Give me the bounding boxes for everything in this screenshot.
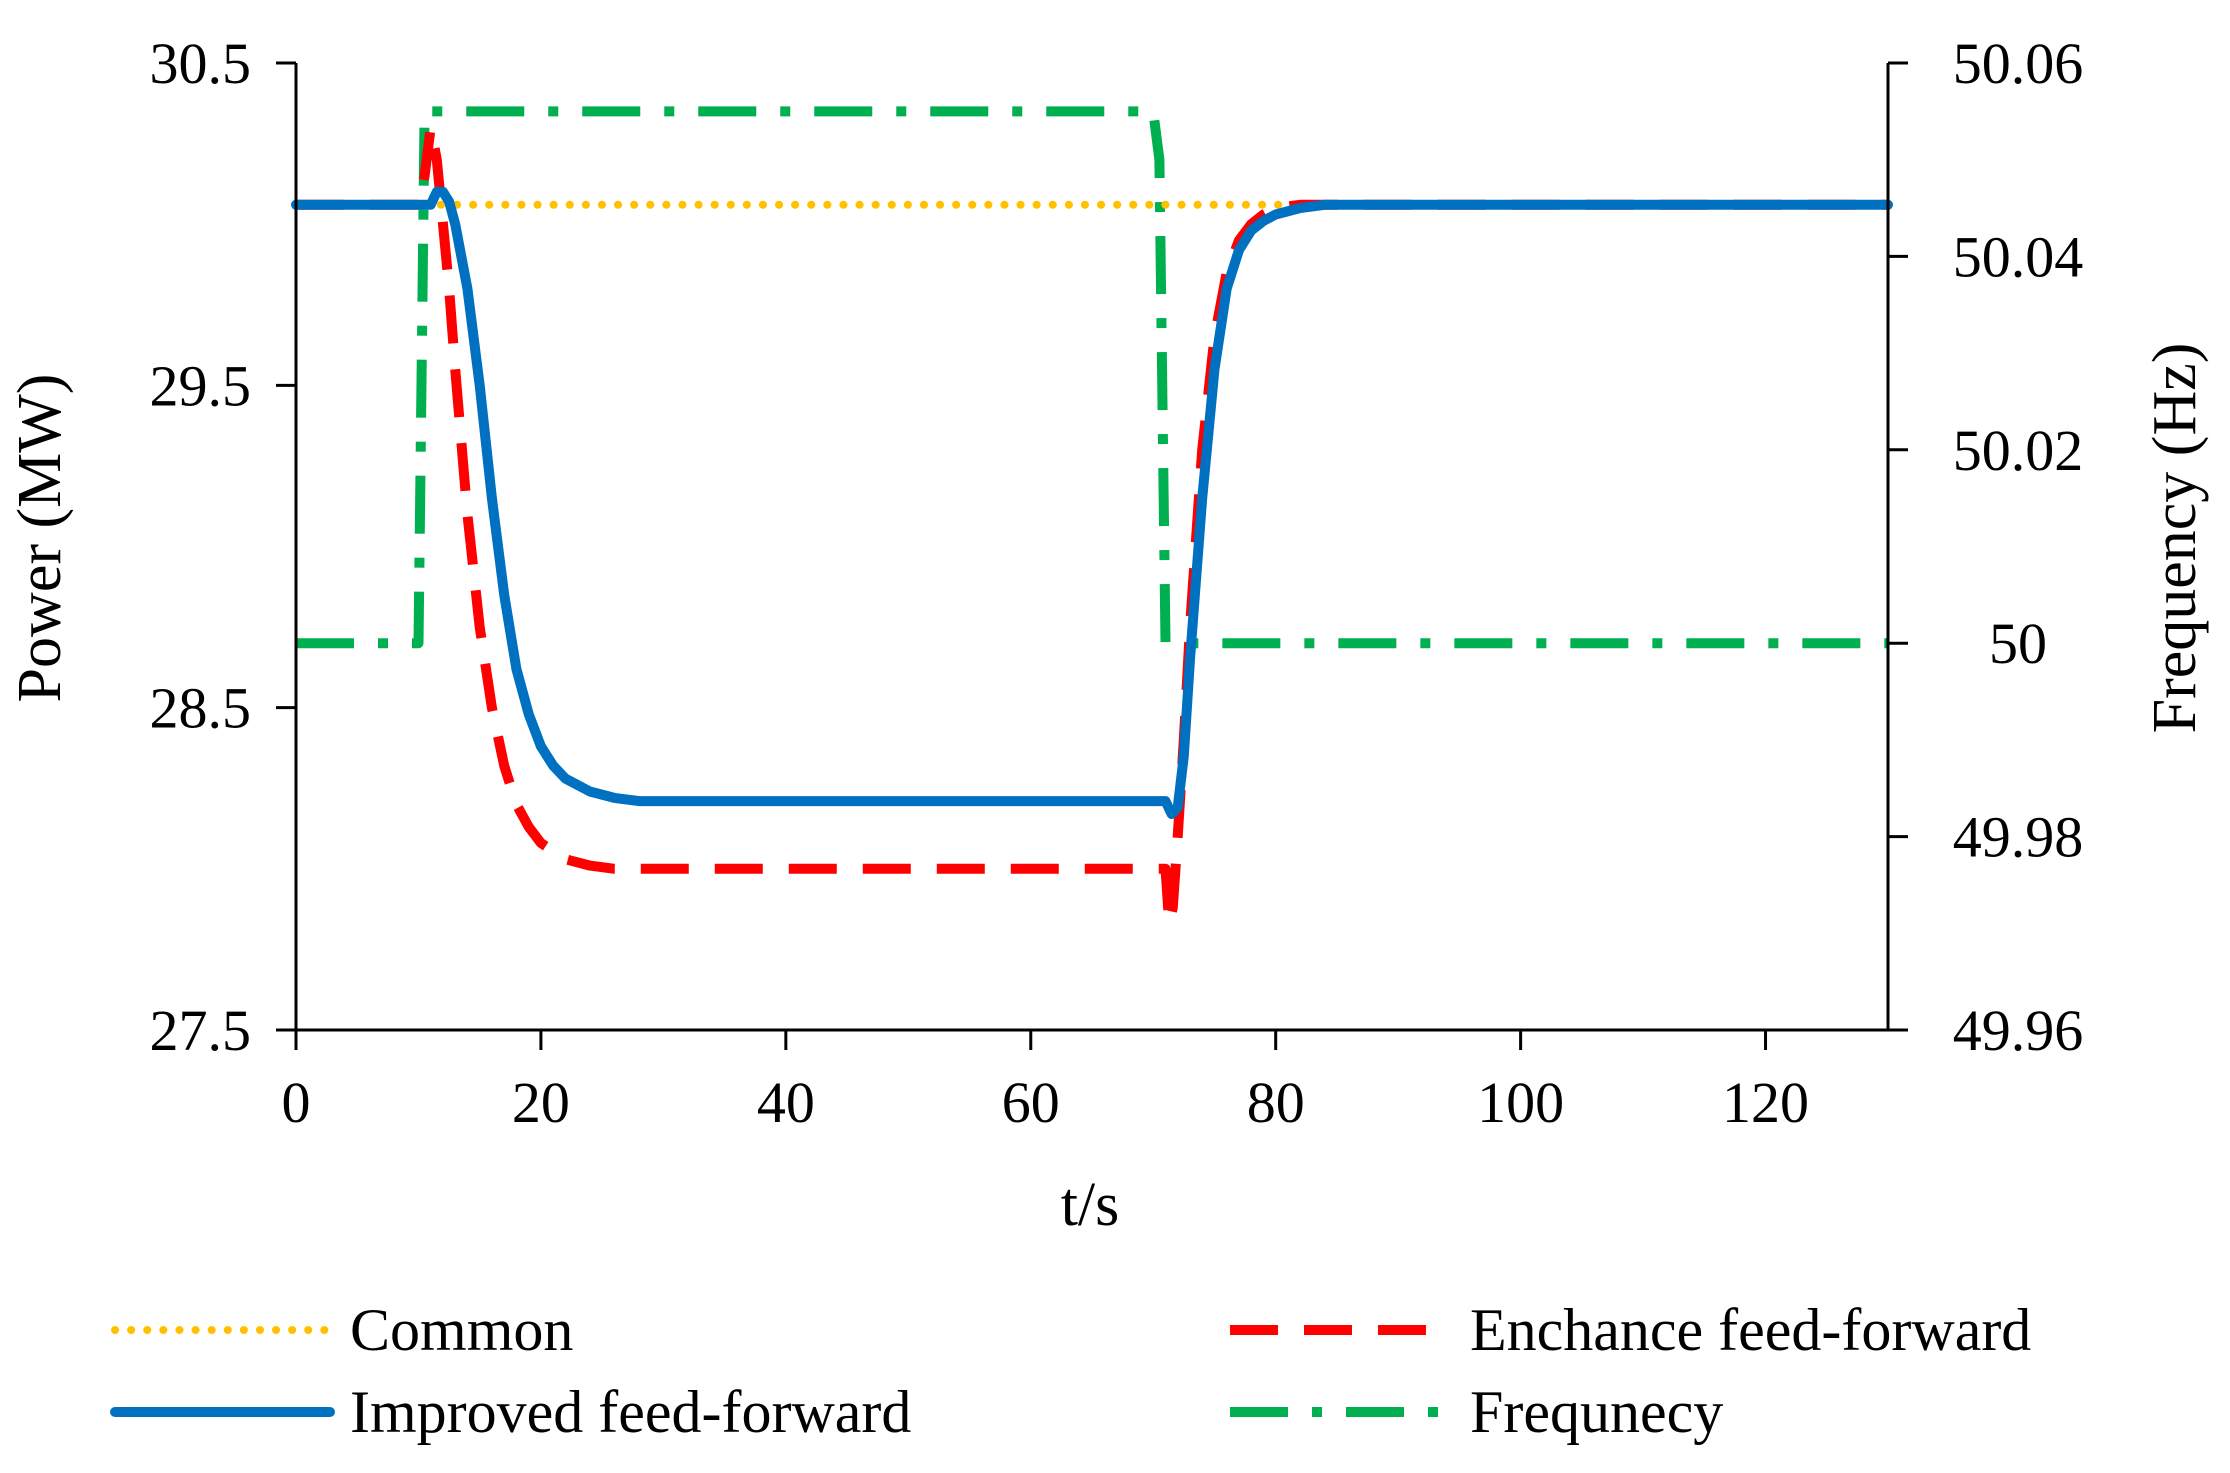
legend-label-improved-feed-forward: Improved feed-forward xyxy=(350,1379,911,1445)
x-tick-label: 0 xyxy=(282,1070,311,1135)
y-axis-title: Power (MW) xyxy=(6,374,74,703)
y2-tick-label: 50.06 xyxy=(1953,31,2084,96)
legend-label-frequnecy: Frequnecy xyxy=(1470,1379,1723,1445)
series-line-improved-feed-forward xyxy=(291,186,1893,819)
x-tick-label: 100 xyxy=(1477,1070,1564,1135)
legend-label-common: Common xyxy=(350,1297,573,1363)
legend: Common Enchance feed-forward Improved fe… xyxy=(110,1297,2031,1445)
y2-axis-title: Frequency (Hz) xyxy=(2141,343,2209,734)
x-tick-label: 20 xyxy=(512,1070,570,1135)
legend-label-enchance-feed-forward: Enchance feed-forward xyxy=(1470,1297,2031,1363)
tick-labels-layer: 27.5 28.5 29.5 30.5 49.96 49.98 50 50.02 50.04 50… xyxy=(150,31,2084,1135)
series-line-enchance-feed-forward xyxy=(296,122,1888,929)
x-tick-label: 120 xyxy=(1722,1070,1809,1135)
x-tick-label: 80 xyxy=(1247,1070,1305,1135)
plot-series-layer xyxy=(291,106,1893,929)
y2-tick-label: 49.96 xyxy=(1953,998,2084,1063)
y2-tick-label: 50 xyxy=(1989,611,2047,676)
series-line-frequnecy xyxy=(296,106,1888,649)
y2-tick-label: 50.04 xyxy=(1953,224,2084,289)
y-tick-label: 30.5 xyxy=(150,31,252,96)
x-axis-title: t/s xyxy=(1061,1171,1120,1239)
x-tick-label: 60 xyxy=(1002,1070,1060,1135)
x-tick-label: 40 xyxy=(757,1070,815,1135)
y2-tick-label: 50.02 xyxy=(1953,418,2084,483)
axes-layer xyxy=(276,61,1908,1050)
y-tick-label: 27.5 xyxy=(150,998,252,1063)
y-tick-label: 29.5 xyxy=(150,353,252,418)
y-tick-label: 28.5 xyxy=(150,676,252,741)
y2-tick-label: 49.98 xyxy=(1953,805,2084,870)
